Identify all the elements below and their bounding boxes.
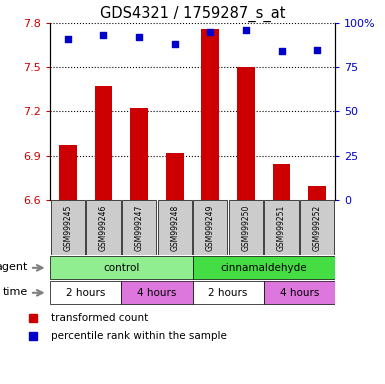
Text: cinnamaldehyde: cinnamaldehyde <box>220 263 307 273</box>
Title: GDS4321 / 1759287_s_at: GDS4321 / 1759287_s_at <box>100 5 285 22</box>
Text: GSM999246: GSM999246 <box>99 204 108 251</box>
Point <box>243 27 249 33</box>
Text: 4 hours: 4 hours <box>137 288 177 298</box>
FancyBboxPatch shape <box>192 281 264 304</box>
Bar <box>95 86 112 200</box>
Text: percentile rank within the sample: percentile rank within the sample <box>51 331 227 341</box>
Text: GSM999250: GSM999250 <box>241 204 250 251</box>
Text: 4 hours: 4 hours <box>280 288 319 298</box>
Bar <box>59 145 77 200</box>
Point <box>172 41 178 47</box>
Bar <box>166 152 184 200</box>
Text: transformed count: transformed count <box>51 313 148 323</box>
FancyBboxPatch shape <box>300 200 334 255</box>
Bar <box>308 186 326 200</box>
FancyBboxPatch shape <box>122 200 156 255</box>
FancyBboxPatch shape <box>50 281 121 304</box>
Text: 2 hours: 2 hours <box>208 288 248 298</box>
Text: GSM999247: GSM999247 <box>135 204 144 251</box>
Point <box>100 32 107 38</box>
FancyBboxPatch shape <box>86 200 121 255</box>
Point <box>278 48 285 55</box>
FancyBboxPatch shape <box>157 200 192 255</box>
FancyBboxPatch shape <box>264 281 335 304</box>
FancyBboxPatch shape <box>229 200 263 255</box>
Text: GSM999251: GSM999251 <box>277 204 286 251</box>
Text: agent: agent <box>0 262 28 271</box>
Bar <box>201 29 219 200</box>
Point <box>207 29 213 35</box>
Text: GSM999249: GSM999249 <box>206 204 215 251</box>
Point <box>136 34 142 40</box>
FancyBboxPatch shape <box>193 200 228 255</box>
Bar <box>237 67 255 200</box>
FancyBboxPatch shape <box>264 200 299 255</box>
FancyBboxPatch shape <box>50 257 192 279</box>
Bar <box>130 108 148 200</box>
Text: time: time <box>2 286 28 296</box>
Text: 2 hours: 2 hours <box>66 288 105 298</box>
Point <box>314 46 320 53</box>
Point <box>65 36 71 42</box>
Bar <box>273 164 290 200</box>
FancyBboxPatch shape <box>192 257 335 279</box>
FancyBboxPatch shape <box>51 200 85 255</box>
FancyBboxPatch shape <box>121 281 192 304</box>
Text: GSM999245: GSM999245 <box>64 204 72 251</box>
Text: control: control <box>103 263 139 273</box>
Text: GSM999248: GSM999248 <box>170 204 179 251</box>
Text: GSM999252: GSM999252 <box>313 204 321 251</box>
